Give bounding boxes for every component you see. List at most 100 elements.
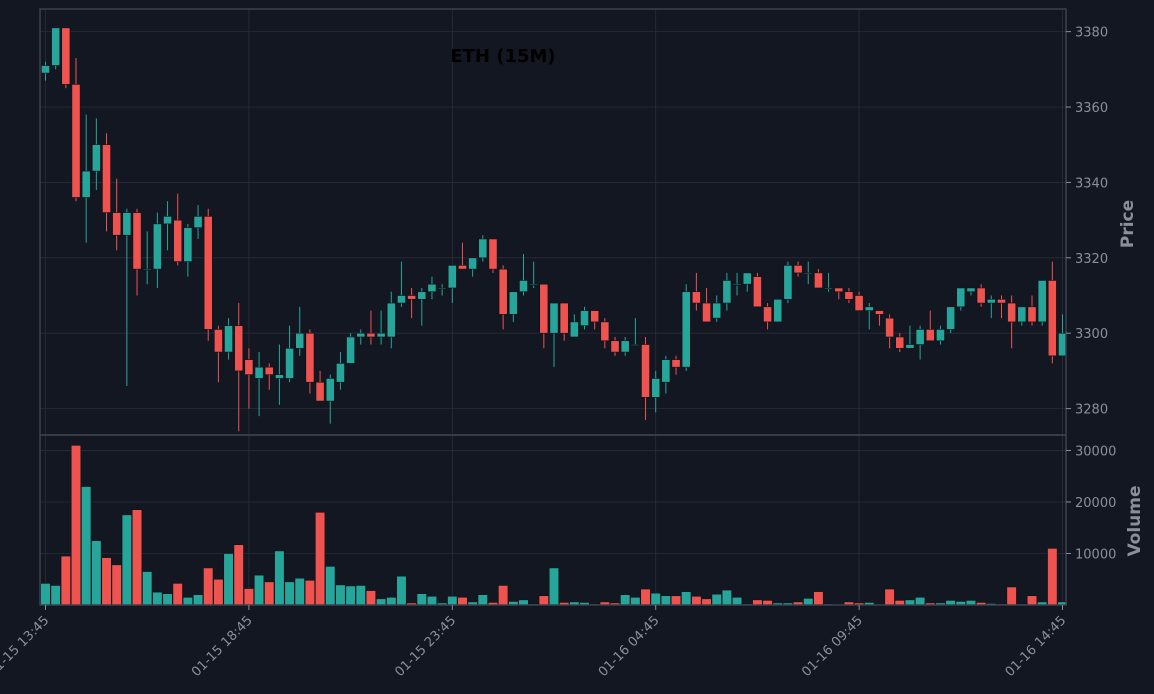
candle-body bbox=[356, 332, 366, 338]
candle-body bbox=[417, 291, 427, 300]
candle-body bbox=[346, 336, 355, 364]
candle-body bbox=[315, 381, 325, 402]
candle-body bbox=[325, 378, 335, 402]
volume-bar bbox=[274, 550, 285, 606]
volume-bar bbox=[1006, 586, 1017, 606]
candle-body bbox=[386, 302, 396, 338]
candle-body bbox=[305, 332, 315, 383]
volume-bars bbox=[40, 445, 1068, 606]
volume-tick-label: 20000 bbox=[1075, 496, 1116, 511]
price-tick-label: 3280 bbox=[1075, 403, 1108, 418]
volume-bar bbox=[731, 596, 743, 606]
volume-bar bbox=[538, 595, 549, 606]
volume-bar bbox=[915, 596, 926, 606]
candle-body bbox=[671, 359, 681, 368]
candle-body bbox=[122, 212, 132, 236]
candle-body bbox=[478, 238, 488, 259]
volume-bar bbox=[498, 585, 509, 606]
candle-body bbox=[864, 306, 874, 311]
candle-body bbox=[834, 287, 844, 293]
volume-bar bbox=[660, 595, 671, 606]
candle-body bbox=[905, 344, 915, 349]
volume-bar bbox=[711, 593, 722, 606]
volume-bar bbox=[376, 598, 387, 606]
volume-bar bbox=[101, 557, 112, 606]
candle-body bbox=[549, 302, 559, 334]
candle-body bbox=[203, 216, 213, 330]
volume-bar bbox=[192, 594, 204, 606]
candle-body bbox=[163, 216, 172, 225]
volume-bar bbox=[81, 486, 92, 606]
candle-body bbox=[691, 291, 701, 304]
candle-body bbox=[244, 359, 254, 375]
volume-bar bbox=[1026, 595, 1038, 606]
volume-bar bbox=[131, 509, 143, 606]
volume-bar bbox=[681, 591, 692, 606]
volume-bar bbox=[630, 596, 641, 606]
candle-body bbox=[966, 287, 976, 293]
price-axis-title: Price bbox=[1118, 200, 1138, 248]
volume-bar bbox=[650, 592, 661, 606]
volume-bar bbox=[243, 588, 255, 606]
candle-body bbox=[488, 238, 498, 270]
volume-axis-title: Volume bbox=[1125, 485, 1145, 556]
candle-body bbox=[132, 212, 142, 270]
candle-body bbox=[1047, 280, 1057, 357]
volume-bar bbox=[70, 445, 82, 606]
candle-body bbox=[956, 287, 966, 308]
candle-body bbox=[41, 65, 50, 74]
candle-body bbox=[936, 329, 945, 342]
volume-bar bbox=[142, 571, 153, 606]
volume-bar bbox=[640, 588, 651, 606]
price-tick-label: 3380 bbox=[1075, 26, 1108, 41]
volume-tick-label: 10000 bbox=[1075, 547, 1116, 562]
volume-bar bbox=[111, 564, 122, 606]
candle-body bbox=[702, 302, 711, 323]
candle-body bbox=[407, 295, 417, 300]
candle-body bbox=[397, 295, 406, 304]
candle-body bbox=[651, 378, 661, 398]
volume-bar bbox=[162, 593, 173, 606]
volume-bar bbox=[253, 574, 265, 606]
candle-body bbox=[814, 272, 823, 289]
candle-body bbox=[61, 27, 71, 85]
candle-body bbox=[580, 310, 589, 326]
candle-body bbox=[366, 332, 376, 338]
volume-bar bbox=[325, 566, 336, 606]
candle-body bbox=[600, 321, 610, 342]
volume-bar bbox=[294, 577, 305, 606]
candle-body bbox=[732, 283, 742, 286]
candle-body bbox=[915, 329, 925, 345]
price-tick-label: 3320 bbox=[1075, 252, 1108, 267]
candle-body bbox=[51, 27, 61, 66]
candle-body bbox=[854, 295, 864, 311]
candle-body bbox=[213, 329, 223, 353]
candle-body bbox=[224, 325, 233, 353]
candle-body bbox=[437, 287, 447, 290]
candle-body bbox=[264, 366, 274, 375]
candle-body bbox=[376, 332, 386, 338]
candle-body bbox=[569, 321, 579, 338]
candle-body bbox=[875, 310, 884, 315]
volume-bar bbox=[203, 567, 214, 606]
volume-bar bbox=[213, 578, 224, 606]
candle-body bbox=[630, 344, 640, 346]
candle-body bbox=[1027, 306, 1037, 323]
candle-body bbox=[447, 265, 457, 289]
candle-body bbox=[183, 227, 193, 262]
volume-bar bbox=[670, 595, 682, 606]
panel-frames bbox=[39, 8, 1067, 606]
price-tick-label: 3360 bbox=[1075, 101, 1108, 116]
volume-bar bbox=[1047, 548, 1058, 606]
volume-bar bbox=[721, 589, 732, 606]
candle-body bbox=[285, 347, 294, 379]
candle-body bbox=[986, 298, 996, 304]
candle-body bbox=[275, 374, 284, 379]
volume-bar bbox=[752, 599, 763, 606]
volume-bar bbox=[884, 588, 895, 606]
volume-bar bbox=[691, 595, 702, 606]
candle-body bbox=[610, 340, 620, 353]
volume-bar bbox=[233, 544, 244, 606]
candle-body bbox=[681, 291, 691, 368]
